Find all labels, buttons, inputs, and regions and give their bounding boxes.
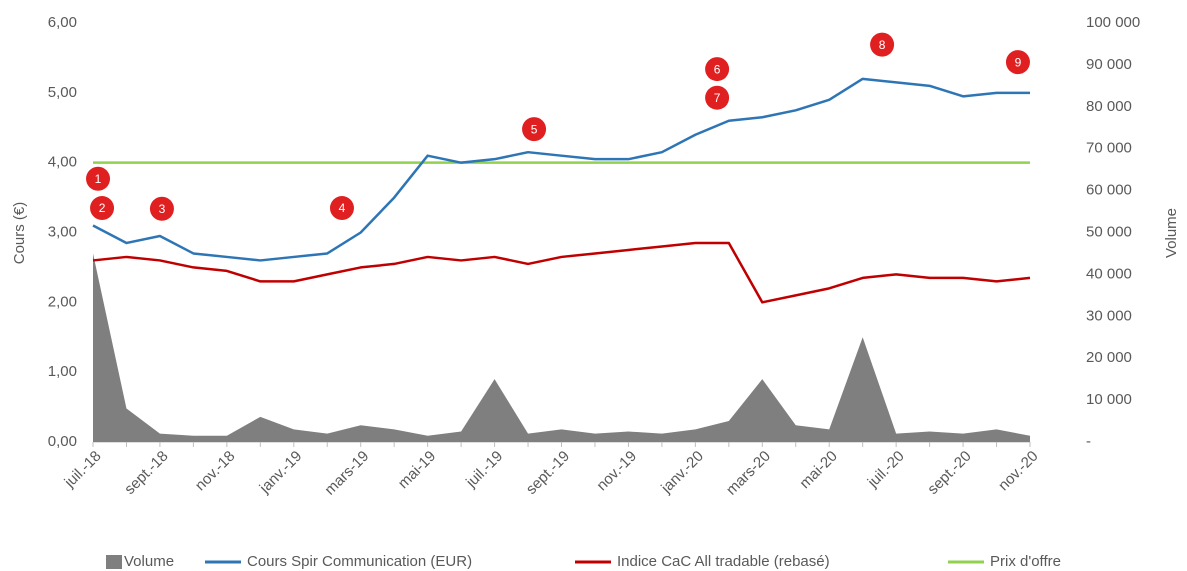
x-tick-label: mars-19 [321,448,372,499]
x-tick-label: sept.-20 [924,448,974,498]
y2-axis-label: Volume [1163,208,1180,258]
y-tick-label: 0,00 [48,433,77,450]
x-tick-label: nov.-19 [593,448,640,495]
annotation-label: 8 [879,38,886,52]
y2-tick-label: 60 000 [1086,182,1132,199]
annotation-label: 4 [339,201,346,215]
x-tick-label: janv.-20 [657,448,707,498]
annotation-label: 1 [95,172,102,186]
annotation-label: 9 [1015,55,1022,69]
x-tick-label: mai-20 [796,448,840,492]
y2-tick-label: 80 000 [1086,98,1132,115]
annotation-marker [90,196,115,221]
legend-label: Volume [124,553,174,570]
annotation-label: 7 [714,91,721,105]
legend-swatch [106,555,122,569]
y2-tick-label: 30 000 [1086,307,1132,324]
x-tick-label: janv.-19 [256,448,306,498]
annotation-label: 3 [159,202,166,216]
series-line [92,77,1030,262]
annotation-label: 6 [714,62,721,76]
y-tick-label: 6,00 [48,14,77,31]
legend-label: Cours Spir Communication (EUR) [247,553,472,570]
annotation-marker [329,196,354,221]
annotation-label: 5 [531,122,538,136]
y2-tick-label: 20 000 [1086,349,1132,366]
y-tick-label: 2,00 [48,293,77,310]
series-line [92,241,1031,304]
x-tick-label: sept.-19 [523,448,573,498]
annotation-marker [86,166,111,191]
x-tick-label: juil.-19 [462,448,506,492]
x-tick-label: mars-20 [723,448,774,499]
y2-tick-label: 90 000 [1086,56,1132,73]
y2-tick-label: 70 000 [1086,140,1132,157]
x-tick-label: nov.-20 [995,448,1042,495]
y2-tick-label: 40 000 [1086,265,1132,282]
y-tick-label: 5,00 [48,84,77,101]
annotation-marker [1005,50,1030,75]
y2-tick-label: 10 000 [1086,391,1132,408]
y-tick-label: 3,00 [48,223,77,240]
annotation-marker [870,32,895,57]
y2-tick-label: 50 000 [1086,223,1132,240]
legend-label: Prix d'offre [990,553,1061,570]
annotation-label: 2 [99,201,106,215]
y-tick-label: 4,00 [48,154,77,171]
annotation-marker [705,57,730,82]
x-tick-label: sept.-18 [121,448,171,498]
legend-label: Indice CaC All tradable (rebasé) [617,553,830,570]
y2-tick-label: 100 000 [1086,14,1140,31]
y-axis-label: Cours (€) [11,202,28,265]
annotation-marker [522,117,547,142]
x-tick-label: nov.-18 [192,448,239,495]
volume-area [93,253,1030,442]
x-tick-label: mai-19 [395,448,439,492]
x-tick-label: juil.-18 [61,448,105,492]
annotation-marker [149,196,174,221]
annotation-marker [705,85,730,110]
y2-tick-label: - [1086,433,1091,450]
x-tick-label: juil.-20 [864,448,908,492]
y-tick-label: 1,00 [48,363,77,380]
